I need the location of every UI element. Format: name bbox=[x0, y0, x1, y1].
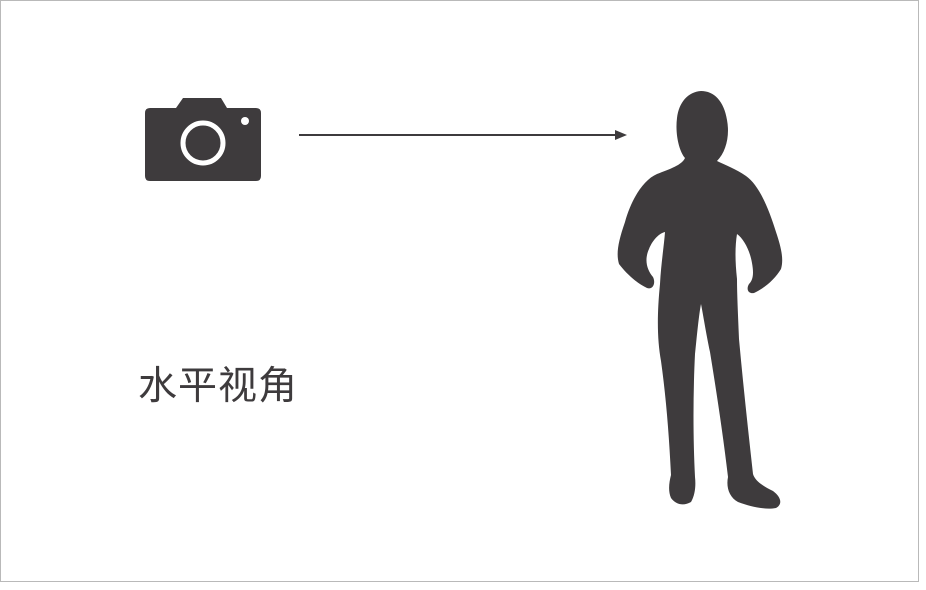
diagram-frame: 水平视角 bbox=[0, 0, 919, 582]
viewing-direction-arrow bbox=[299, 130, 627, 140]
person-silhouette bbox=[617, 91, 783, 509]
camera-icon bbox=[145, 98, 261, 181]
horizontal-angle-label: 水平视角 bbox=[138, 364, 299, 409]
